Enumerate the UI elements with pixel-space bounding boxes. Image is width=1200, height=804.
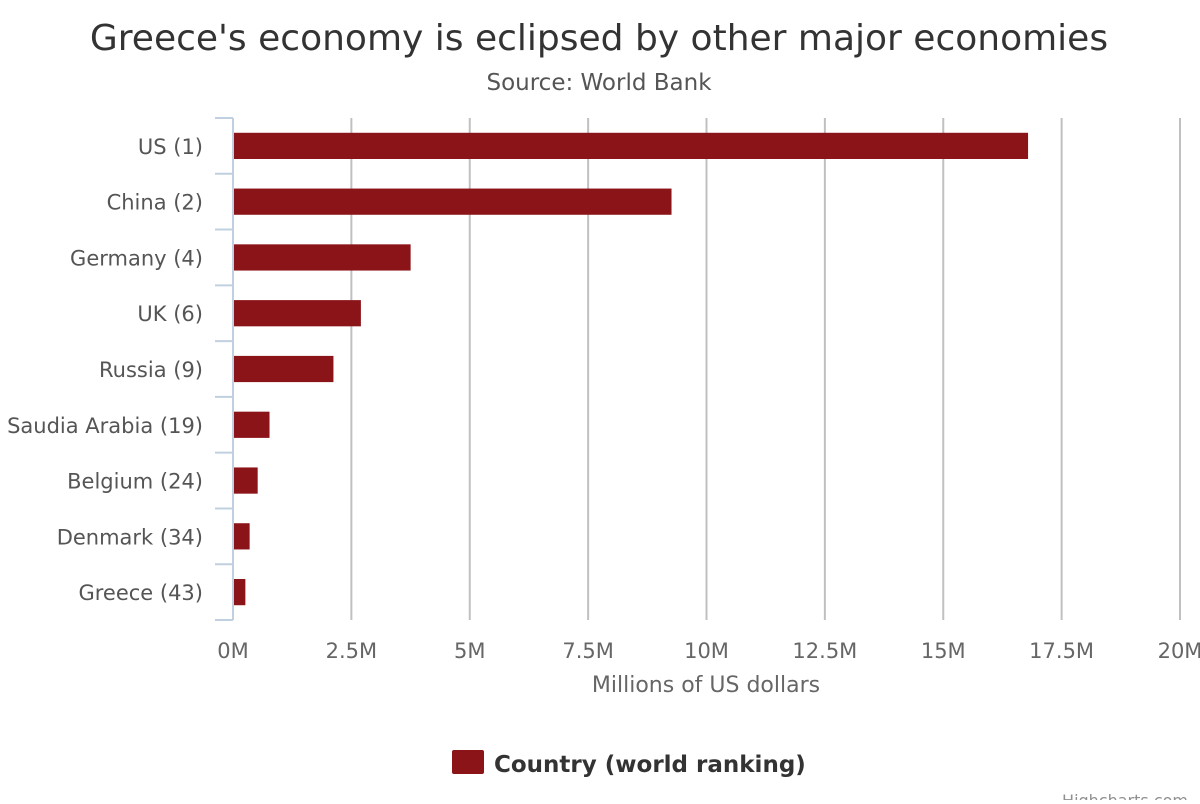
category-label: Saudia Arabia (19) [7, 414, 203, 438]
x-tick-label: 2.5M [326, 639, 378, 663]
bar[interactable] [234, 467, 258, 494]
category-label: US (1) [138, 135, 203, 159]
bar-series[interactable] [234, 132, 1029, 606]
legend[interactable]: Country (world ranking) [452, 750, 806, 778]
category-label: Greece (43) [78, 581, 203, 605]
category-label: Germany (4) [70, 246, 203, 270]
bar[interactable] [234, 300, 361, 327]
category-label: UK (6) [137, 302, 203, 326]
x-tick-label: 10M [684, 639, 729, 663]
x-tick-label: 7.5M [562, 639, 614, 663]
x-tick-label: 5M [454, 639, 485, 663]
chart-title: Greece's economy is eclipsed by other ma… [90, 18, 1108, 59]
chart-subtitle: Source: World Bank [486, 70, 712, 96]
x-axis-title: Millions of US dollars [592, 673, 820, 698]
bar[interactable] [234, 244, 411, 271]
legend-label[interactable]: Country (world ranking) [494, 752, 806, 778]
category-label: China (2) [107, 191, 203, 215]
category-axis: US (1) China (2) Germany (4) UK (6) Russia (… [7, 117, 234, 621]
category-label: Belgium (24) [67, 470, 203, 494]
x-tick-label: 12.5M [792, 639, 857, 663]
bar[interactable] [234, 132, 1029, 159]
value-axis-ticks: 0M 2.5M 5M 7.5M 10M 12.5M 15M 17.5M 20M [217, 639, 1200, 663]
bar[interactable] [234, 523, 250, 550]
bar[interactable] [234, 355, 334, 383]
legend-swatch[interactable] [452, 750, 484, 774]
category-label: Denmark (34) [57, 525, 203, 549]
credits-link[interactable]: Highcharts.com [1062, 791, 1188, 804]
bar[interactable] [234, 411, 270, 438]
x-tick-label: 0M [217, 639, 248, 663]
x-tick-label: 15M [921, 639, 966, 663]
bar[interactable] [234, 579, 246, 606]
bar[interactable] [234, 188, 672, 215]
x-tick-label: 17.5M [1029, 639, 1094, 663]
x-tick-label: 20M [1158, 639, 1200, 663]
category-label: Russia (9) [99, 358, 203, 382]
